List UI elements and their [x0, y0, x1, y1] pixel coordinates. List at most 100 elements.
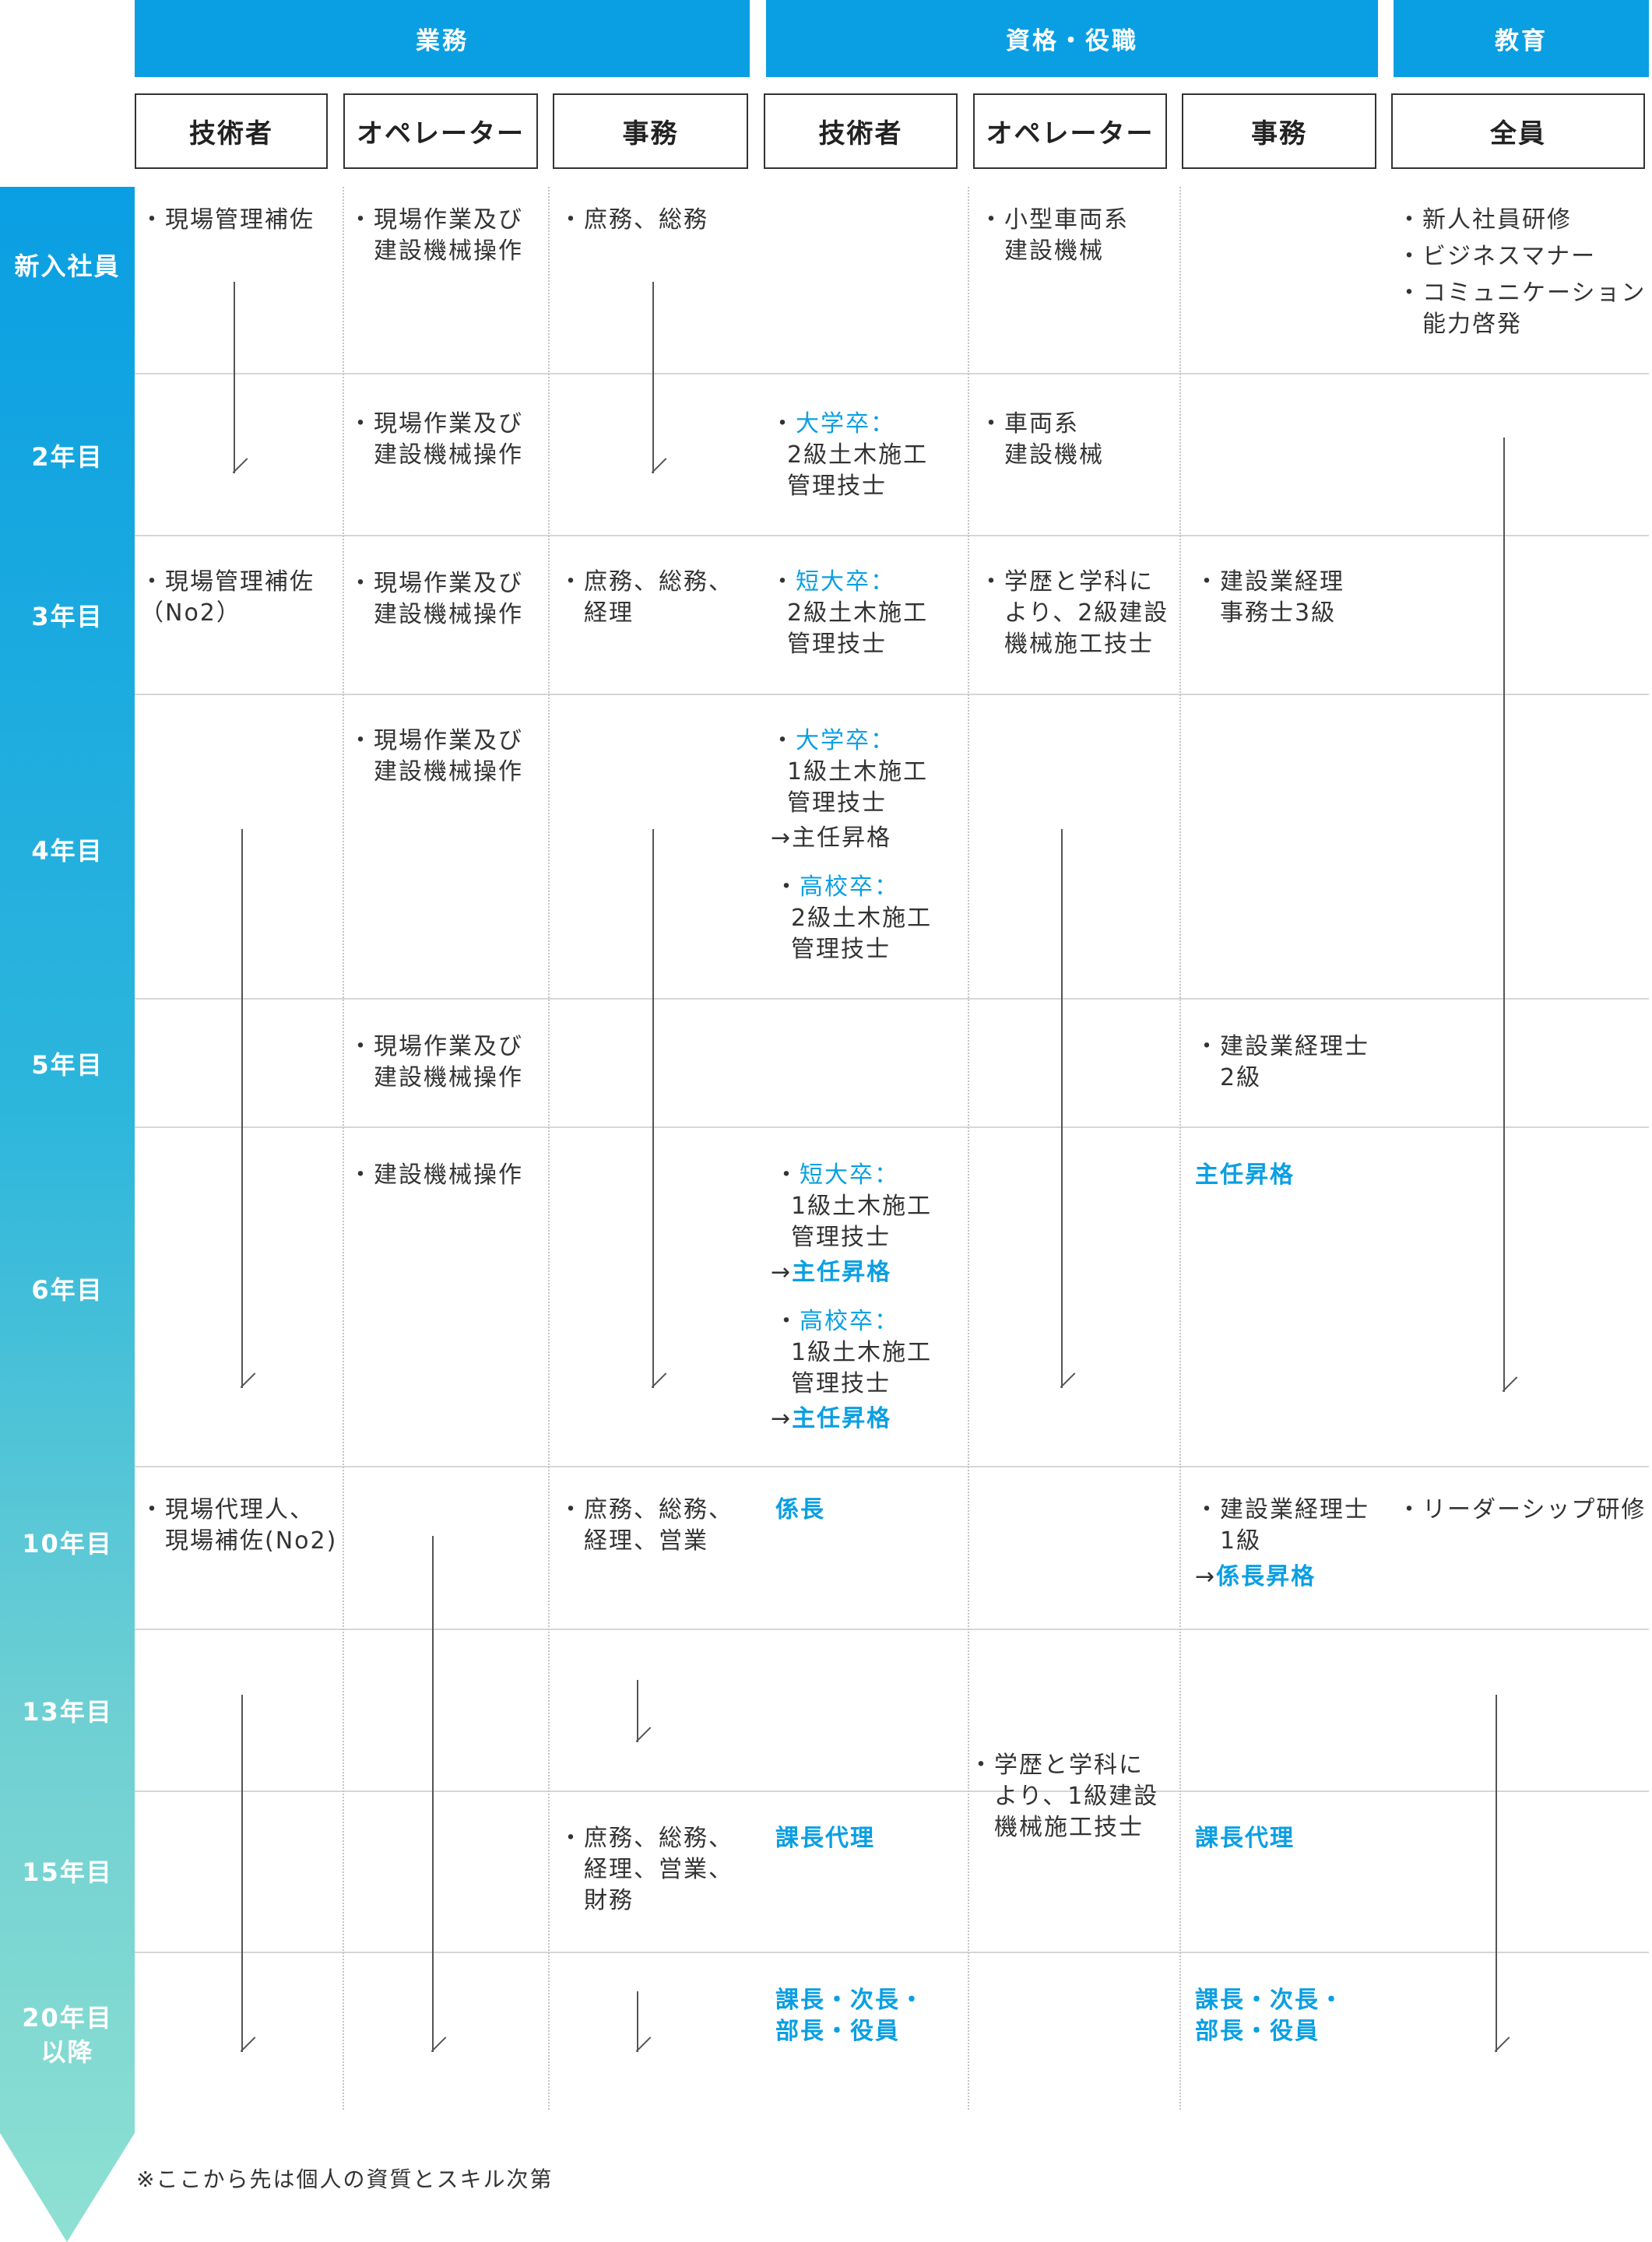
- column-divider: [1179, 187, 1181, 2110]
- bullet: ・: [775, 873, 800, 901]
- arrow-prefix: →: [771, 1405, 793, 1432]
- cell-qual-engineer-y6-b: ・高校卒：: [775, 1306, 899, 1337]
- promotion-label: 係長昇格: [1216, 1563, 1316, 1590]
- cell-qual-engineer-y4-a: ・大学卒：: [771, 726, 895, 757]
- cell-business-operator-newhire: ・現場作業及び 建設機械操作: [349, 206, 523, 265]
- cell-business-operator-y5: ・現場作業及び 建設機械操作: [349, 1033, 523, 1091]
- role-header-business-office: 事務: [553, 93, 748, 169]
- row-divider: [135, 1629, 1649, 1630]
- education-label: 高校卒：: [800, 1308, 899, 1335]
- cell-qual-engineer-y6-a: ・短大卒：: [775, 1160, 899, 1191]
- row-divider: [135, 1126, 1649, 1128]
- bullet: ・: [771, 410, 796, 438]
- cell-qual-engineer-y6-b-promo: →主任昇格: [771, 1404, 891, 1435]
- cell-qual-operator-y3: ・学歴と学科に より、2級建設 機械施工技士: [979, 568, 1169, 658]
- cell-qual-engineer-y3: ・短大卒：: [771, 567, 895, 598]
- education-label: 短大卒：: [796, 568, 895, 596]
- cell-edu-newhire-training: ・新人社員研修: [1397, 206, 1572, 234]
- bullet: ・: [775, 1308, 800, 1335]
- cell-qual-engineer-y20: 課長・次長・ 部長・役員: [775, 1987, 925, 2045]
- cell-business-operator-y4: ・現場作業及び 建設機械操作: [349, 727, 523, 785]
- cell-qual-office-y3: ・建設業経理 事務士3級: [1195, 568, 1344, 627]
- cell-business-engineer-y10: ・現場代理人、 現場補佐(No2): [140, 1496, 338, 1555]
- year-label-2: 2年目: [31, 442, 104, 472]
- continuation-arrow: [637, 1680, 638, 1742]
- arrow-prefix: →: [771, 1259, 793, 1286]
- cell-qual-office-y20: 課長・次長・ 部長・役員: [1195, 1987, 1344, 2045]
- row-divider: [135, 694, 1649, 695]
- bullet: ・: [771, 727, 796, 754]
- continuation-arrow: [241, 1695, 243, 2052]
- education-label: 高校卒：: [800, 873, 899, 901]
- role-header-edu-all: 全員: [1391, 93, 1645, 169]
- cell-business-engineer-y3: ・現場管理補佐 （No2）: [140, 568, 315, 627]
- cell-qual-office-y10-promo: →係長昇格: [1195, 1562, 1316, 1593]
- cell-qual-operator-y2: ・車両系 建設機械: [979, 410, 1104, 469]
- cell-qual-engineer-y3-body: 2級土木施工 管理技士: [787, 599, 929, 658]
- continuation-arrow: [1503, 438, 1505, 1392]
- cell-qual-office-y15: 課長代理: [1195, 1825, 1295, 1852]
- promotion-label: 主任昇格: [792, 1405, 892, 1432]
- cell-business-office-y15: ・庶務、総務、 経理、営業、 財務: [559, 1825, 733, 1914]
- continuation-arrow: [432, 1536, 434, 2052]
- cell-qual-engineer-y6-a-body: 1級土木施工 管理技士: [791, 1193, 933, 1251]
- education-label: 大学卒：: [796, 410, 895, 438]
- row-divider: [135, 373, 1649, 374]
- cell-qual-engineer-y4-b-body: 2級土木施工 管理技士: [791, 905, 933, 963]
- year-label-20: 20年目: [22, 2003, 113, 2033]
- role-header-qual-office: 事務: [1182, 93, 1376, 169]
- role-header-business-operator: オペレーター: [343, 93, 538, 169]
- cell-qual-engineer-y2: ・大学卒：: [771, 409, 895, 440]
- column-divider: [968, 187, 969, 2110]
- year-label-4: 4年目: [31, 836, 104, 866]
- role-header-qual-operator: オペレーター: [973, 93, 1167, 169]
- year-label-6: 6年目: [31, 1275, 104, 1305]
- row-divider: [135, 1790, 1649, 1792]
- bullet: ・: [771, 568, 796, 596]
- role-header-business-engineer: 技術者: [135, 93, 328, 169]
- bullet: ・: [775, 1161, 800, 1189]
- cell-business-engineer-newhire: ・現場管理補佐: [140, 206, 315, 234]
- promotion-label: 主任昇格: [792, 1259, 892, 1286]
- role-header-qual-engineer: 技術者: [764, 93, 958, 169]
- cell-business-office-newhire: ・庶務、総務: [559, 206, 708, 234]
- year-label-10: 10年目: [22, 1529, 113, 1559]
- education-label: 短大卒：: [800, 1161, 899, 1189]
- group-header-education: 教育: [1394, 0, 1649, 77]
- footnote: ※ここから先は個人の資質とスキル次第: [136, 2166, 554, 2192]
- continuation-arrow: [241, 829, 243, 1388]
- year-label-13: 13年目: [22, 1697, 113, 1727]
- cell-business-office-y10: ・庶務、総務、 経理、営業: [559, 1496, 733, 1555]
- cell-qual-operator-newhire: ・小型車両系 建設機械: [979, 206, 1129, 265]
- cell-qual-engineer-y15: 課長代理: [775, 1825, 875, 1852]
- timeline-bar: [0, 187, 135, 2242]
- continuation-arrow: [1496, 1695, 1497, 2052]
- continuation-arrow: [637, 1991, 638, 2052]
- cell-qual-operator-y13: ・学歴と学科に より、1級建設 機械施工技士: [969, 1752, 1159, 1841]
- cell-business-office-y3: ・庶務、総務、 経理: [559, 568, 733, 627]
- cell-qual-office-y5: ・建設業経理士 2級: [1195, 1033, 1369, 1091]
- year-label-new-hire: 新入社員: [14, 251, 121, 281]
- row-divider: [135, 1466, 1649, 1467]
- cell-qual-office-y10: ・建設業経理士 1級: [1195, 1496, 1369, 1555]
- column-divider: [548, 187, 550, 2110]
- cell-qual-engineer-y6-b-body: 1級土木施工 管理技士: [791, 1339, 933, 1397]
- continuation-arrow: [234, 282, 235, 473]
- cell-business-operator-y2: ・現場作業及び 建設機械操作: [349, 410, 523, 469]
- year-label-5: 5年目: [31, 1050, 104, 1080]
- cell-qual-office-y6: 主任昇格: [1195, 1161, 1295, 1189]
- continuation-arrow: [652, 829, 654, 1388]
- year-label-20-after: 以降: [40, 2037, 94, 2067]
- cell-edu-business-manners: ・ビジネスマナー: [1397, 243, 1597, 270]
- row-divider: [135, 535, 1649, 536]
- cell-qual-engineer-y4-a-body: 1級土木施工 管理技士: [787, 758, 929, 817]
- cell-qual-engineer-y4-b: ・高校卒：: [775, 872, 899, 903]
- year-label-15: 15年目: [22, 1857, 113, 1887]
- arrow-prefix: →: [1195, 1563, 1217, 1590]
- year-label-3: 3年目: [31, 602, 104, 631]
- continuation-arrow: [1061, 829, 1063, 1388]
- continuation-arrow: [652, 282, 654, 473]
- education-label: 大学卒：: [796, 727, 895, 754]
- column-divider: [343, 187, 344, 2110]
- cell-edu-communication: ・コミュニケーション 能力啓発: [1397, 279, 1647, 338]
